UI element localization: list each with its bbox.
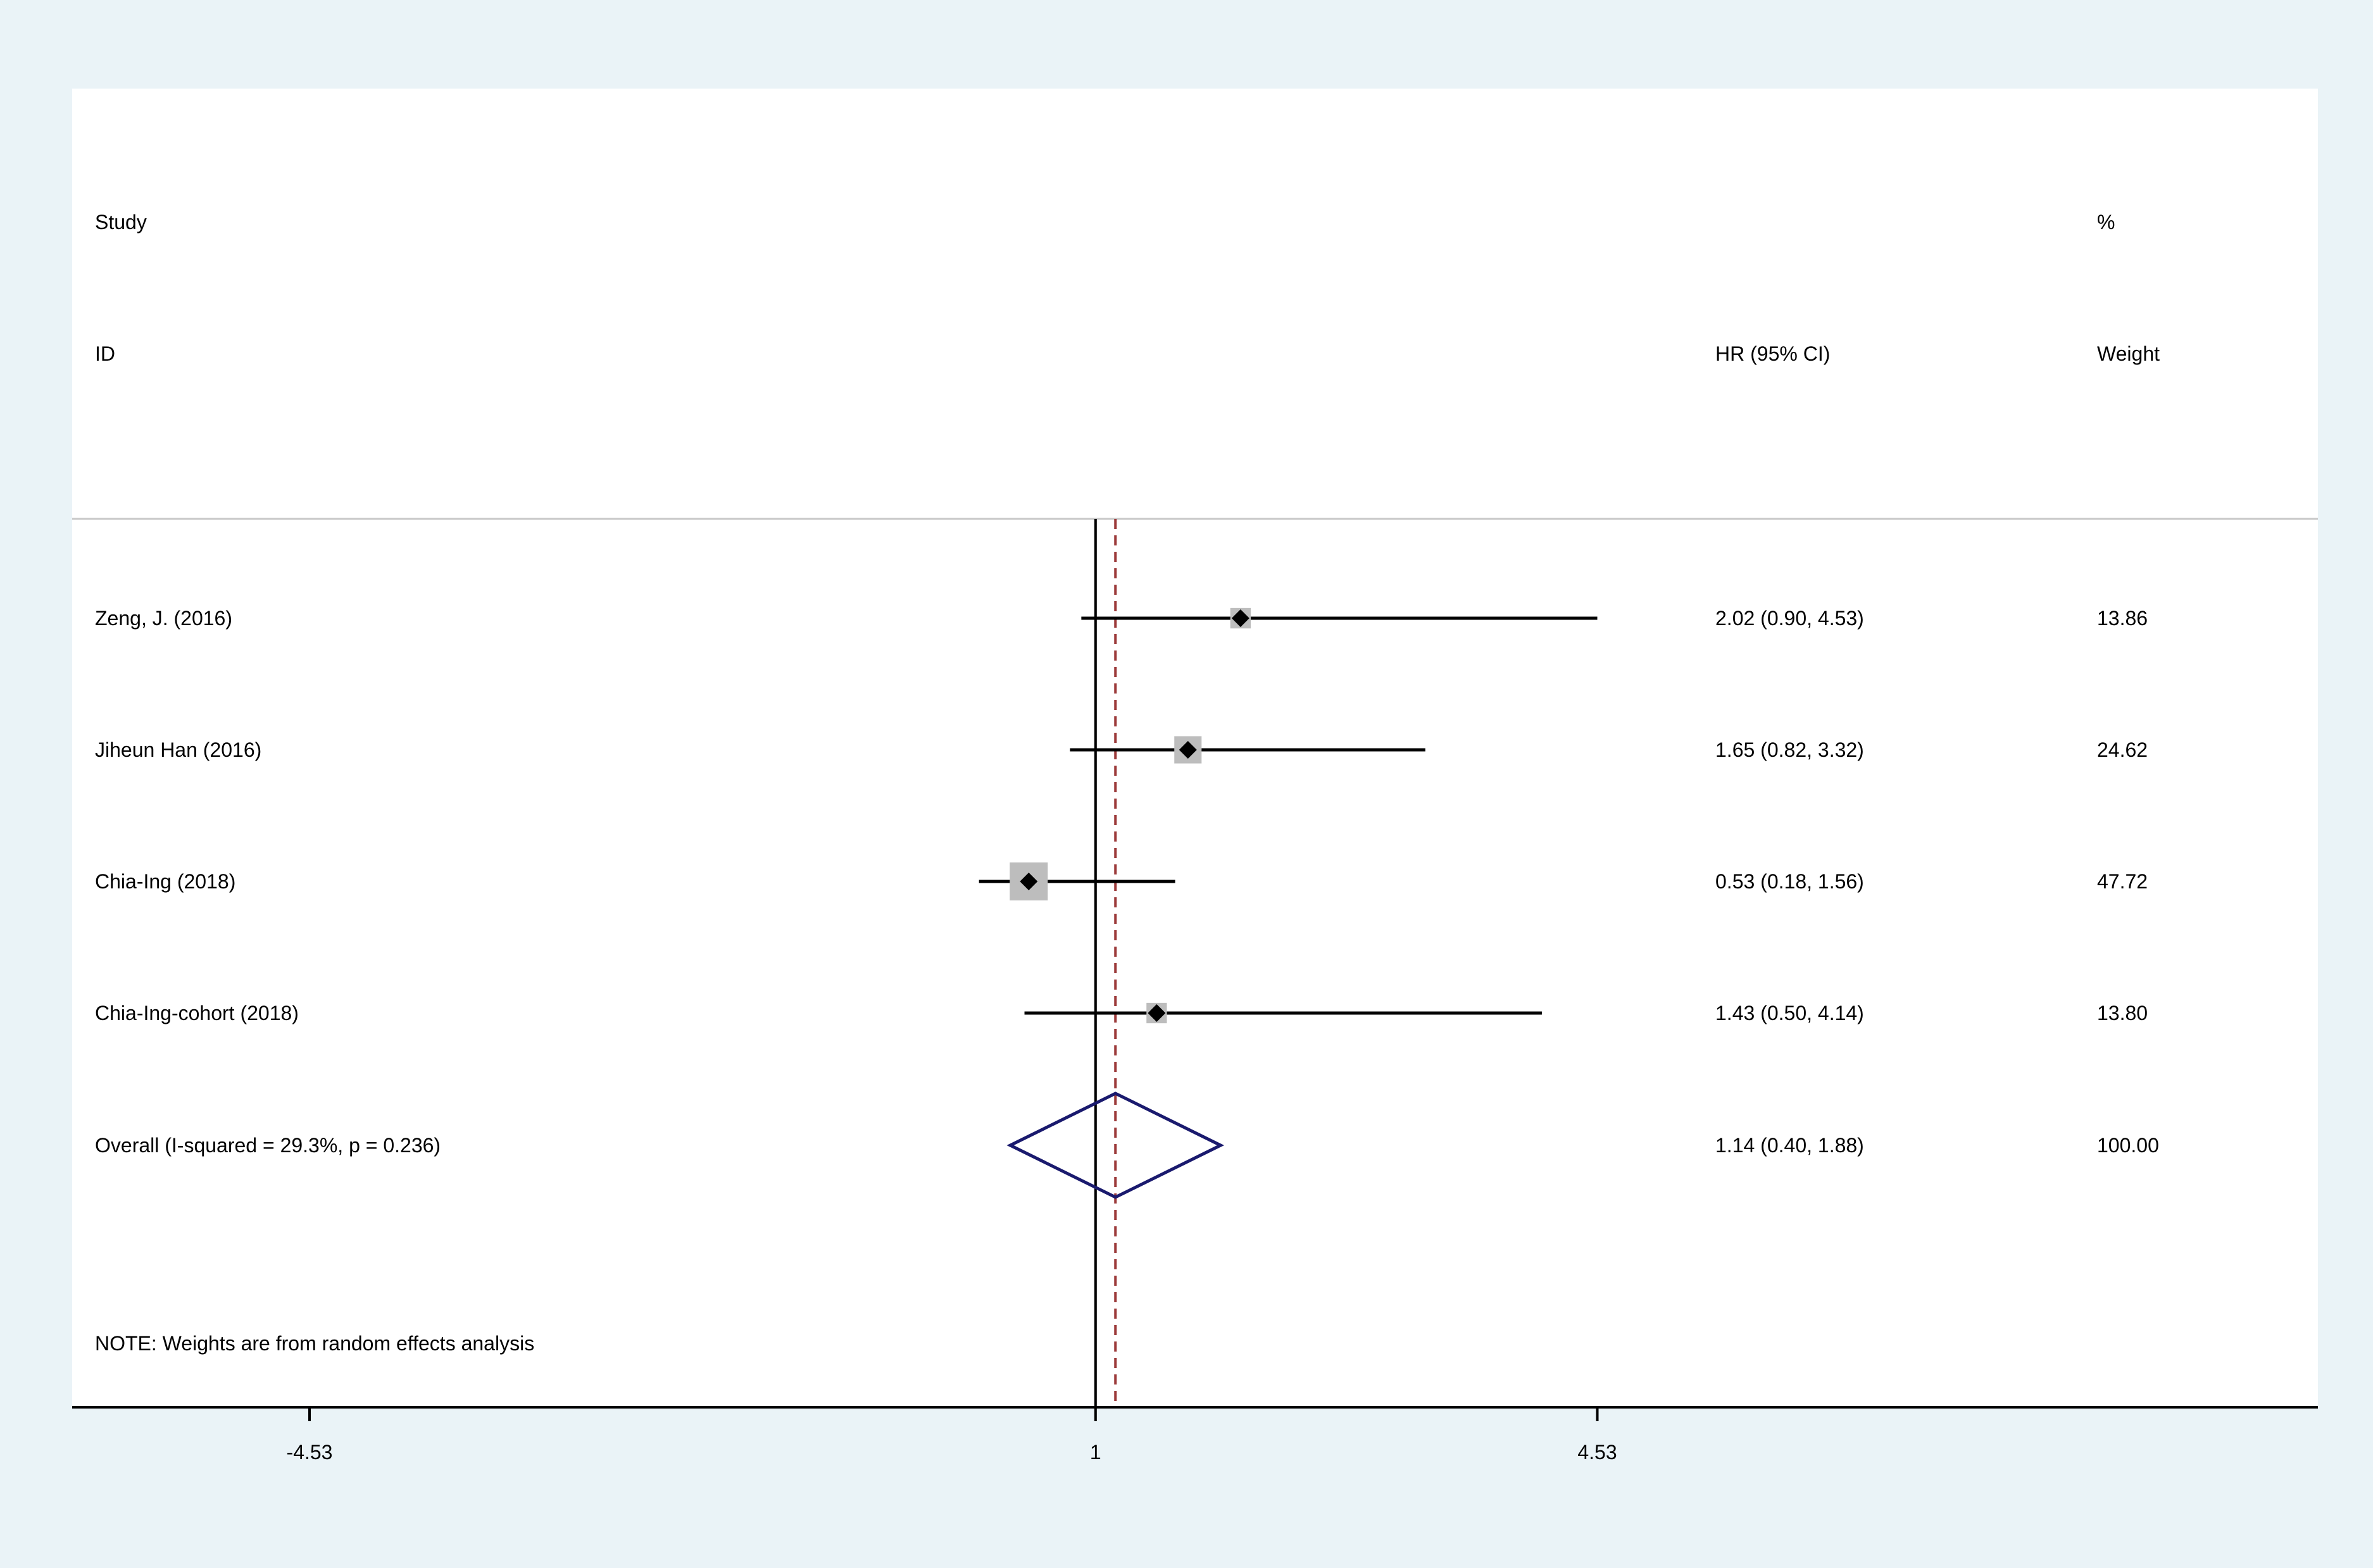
point-estimate — [1148, 1004, 1166, 1022]
header-weight: Weight — [2097, 342, 2160, 365]
weight-text: 47.72 — [2097, 870, 2148, 893]
study-label: Jiheun Han (2016) — [95, 738, 261, 761]
x-axis-tick-label: 4.53 — [1577, 1441, 1617, 1464]
footnote: NOTE: Weights are from random effects an… — [95, 1332, 534, 1355]
study-label: Zeng, J. (2016) — [95, 607, 232, 630]
overall-diamond — [1006, 1092, 1225, 1199]
weight-text: 13.80 — [2097, 1002, 2148, 1024]
header-effect: HR (95% CI) — [1715, 342, 1830, 365]
overall-label: Overall (I-squared = 29.3%, p = 0.236) — [95, 1134, 441, 1157]
header-percent: % — [2097, 211, 2115, 233]
x-axis-tick-label: -4.53 — [287, 1441, 333, 1464]
study-label: Chia-Ing (2018) — [95, 870, 235, 893]
x-axis-tick-label: 1 — [1090, 1441, 1101, 1464]
point-estimate — [1179, 741, 1197, 759]
header-study: Study — [95, 211, 147, 233]
weight-text: 24.62 — [2097, 738, 2148, 761]
weight-text: 13.86 — [2097, 607, 2148, 630]
point-estimate — [1231, 609, 1249, 627]
study-label: Chia-Ing-cohort (2018) — [95, 1002, 299, 1024]
header-id: ID — [95, 342, 115, 365]
overall-ci-text: 1.14 (0.40, 1.88) — [1715, 1134, 1864, 1157]
ci-text: 1.43 (0.50, 4.14) — [1715, 1002, 1864, 1024]
overall-weight-text: 100.00 — [2097, 1134, 2159, 1157]
point-estimate — [1020, 873, 1038, 890]
ci-text: 2.02 (0.90, 4.53) — [1715, 607, 1864, 630]
ci-text: 0.53 (0.18, 1.56) — [1715, 870, 1864, 893]
ci-text: 1.65 (0.82, 3.32) — [1715, 738, 1864, 761]
